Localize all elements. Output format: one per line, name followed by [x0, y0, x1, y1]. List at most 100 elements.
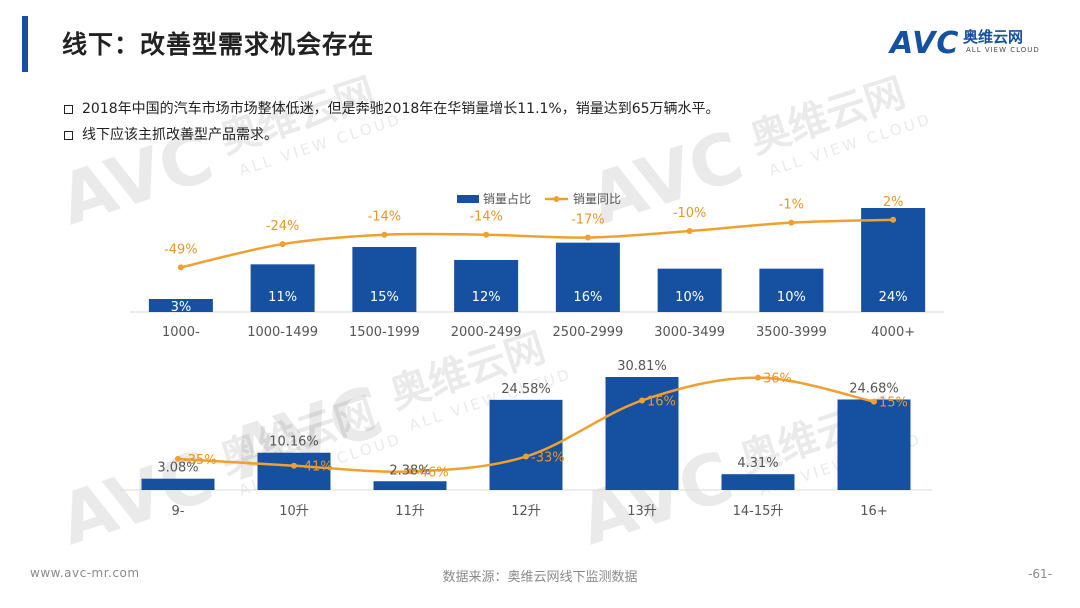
category-label: 1500-1999 [349, 325, 420, 340]
bullet-item-2: 线下应该主抓改善型产品需求。 [64, 122, 720, 148]
bar-data-label: 30.81% [617, 359, 667, 374]
line-data-label: -1% [779, 198, 804, 213]
bar-data-label: 3% [171, 300, 192, 315]
bar-data-label: 15% [370, 290, 399, 305]
footer-page-number: -61- [1028, 567, 1052, 581]
line-point [890, 216, 897, 223]
bar-data-label: 3.08% [157, 461, 198, 476]
bar [489, 399, 563, 490]
logo-cn-text: 奥维云网 [963, 28, 1024, 46]
category-label: 13升 [627, 504, 657, 519]
bullet-box-icon [64, 130, 73, 140]
bar [250, 264, 315, 312]
bar [759, 268, 824, 312]
line-point [175, 455, 181, 462]
bar-data-label: 2.38% [389, 463, 430, 478]
bullet-text-2: 线下应该主抓改善型产品需求。 [82, 127, 278, 143]
line-point [639, 397, 645, 404]
bar [454, 260, 519, 312]
category-label: 2000-2499 [451, 325, 522, 340]
bar [373, 481, 447, 490]
chart-1: 1000- 1000-1499 1500-1999 2000-2499 2500-299… [130, 208, 944, 340]
bar [141, 478, 215, 490]
line-data-label: 16% [647, 394, 676, 409]
bullet-item-1: 2018年中国的汽车市场市场整体低迷，但是奔驰2018年在华销量增长11.1%，… [64, 96, 720, 122]
bar [861, 208, 926, 312]
chart-1-legend: 销量占比 销量同比 [457, 191, 621, 206]
bar-data-label: 16% [573, 290, 602, 305]
category-label: 14-15升 [733, 504, 784, 519]
line-point [483, 231, 490, 238]
bullet-box-icon [64, 104, 73, 114]
bar-data-label: 10% [777, 290, 806, 305]
bar-data-label: 24% [879, 290, 908, 305]
line-data-label: -24% [266, 219, 300, 234]
line-data-label: -14% [469, 210, 503, 225]
footer-website: www.avc-mr.com [30, 566, 140, 580]
line-data-label: 2% [883, 195, 904, 210]
brand-logo: AVC 奥维云网 ALL VIEW CLOUD [890, 26, 1060, 61]
bar [257, 452, 331, 490]
legend-bar-swatch [457, 195, 479, 203]
category-label: 3000-3499 [654, 325, 725, 340]
line-point [871, 398, 877, 405]
legend-line-label: 销量同比 [573, 192, 621, 206]
legend-line-marker [553, 196, 560, 202]
legend-bar-label: 销量占比 [483, 191, 531, 206]
line-point [755, 374, 761, 381]
bar [657, 268, 722, 312]
category-label: 11升 [395, 504, 425, 519]
line-point [407, 468, 413, 475]
category-label: 3500-3999 [756, 325, 827, 340]
category-label: 9- [172, 504, 185, 519]
chart-2: 9- 10升 11升 12升 13升 14-15升 16+ [120, 374, 932, 519]
line-data-label: -14% [368, 210, 402, 225]
logo-avc-text: AVC [890, 26, 960, 61]
line-point [291, 462, 297, 469]
line-data-label: -46% [415, 465, 449, 480]
category-label: 12升 [511, 504, 541, 519]
bar-data-label: 24.58% [501, 382, 551, 397]
line-point [686, 228, 693, 234]
category-label: 2500-2999 [552, 325, 623, 340]
logo-en-text: ALL VIEW CLOUD [966, 46, 1040, 54]
bar [555, 242, 620, 312]
bar-data-label: 12% [472, 290, 501, 305]
line-data-label: -35% [183, 453, 217, 468]
line-data-label: -33% [531, 451, 565, 466]
line-data-label: -41% [299, 460, 333, 475]
footer-source: 数据来源：奥维云网线下监测数据 [442, 570, 638, 585]
line-point [788, 219, 795, 226]
line-point [381, 231, 388, 238]
category-label: 1000- [162, 325, 200, 340]
line-data-label: 36% [763, 372, 792, 387]
bar [837, 399, 911, 490]
category-label: 16+ [860, 504, 887, 519]
line-point [523, 453, 529, 460]
bar [352, 247, 417, 312]
bullet-text-1: 2018年中国的汽车市场市场整体低迷，但是奔驰2018年在华销量增长11.1%，… [82, 101, 720, 117]
category-label: 4000+ [871, 325, 915, 340]
bullet-list: 2018年中国的汽车市场市场整体低迷，但是奔驰2018年在华销量增长11.1%，… [64, 96, 720, 148]
line-data-label: -10% [673, 206, 707, 221]
bar-data-label: 10% [675, 290, 704, 305]
line-point [279, 241, 286, 248]
bar [721, 474, 795, 490]
bar-data-label: 11% [268, 290, 297, 305]
line-data-label: -49% [164, 242, 198, 257]
category-label: 10升 [279, 504, 309, 519]
category-label: 1000-1499 [247, 325, 318, 340]
bar [605, 377, 679, 490]
page-title: 线下：改善型需求机会存在 [62, 30, 375, 59]
bar [148, 299, 213, 312]
line-data-label: 15% [879, 396, 908, 411]
line-point [584, 234, 591, 241]
line-point [177, 264, 184, 271]
line-data-label: -17% [571, 213, 605, 228]
bar-data-label: 4.31% [737, 456, 778, 471]
bar-data-label: 24.68% [849, 381, 899, 396]
bar-data-label: 10.16% [269, 435, 319, 450]
yoy-line [180, 218, 894, 269]
